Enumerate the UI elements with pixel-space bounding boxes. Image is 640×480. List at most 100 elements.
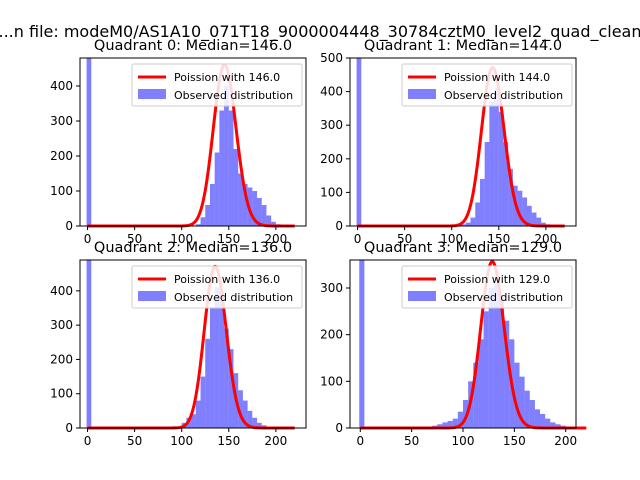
histogram-bar [483, 311, 489, 428]
y-tick-label: 0 [65, 421, 73, 435]
x-tick-label: 100 [170, 434, 193, 448]
legend-box [401, 265, 573, 309]
y-tick-label: 100 [320, 374, 343, 388]
histogram-bar [195, 400, 201, 428]
y-tick-label: 100 [50, 387, 73, 401]
observed-histogram [356, 58, 551, 227]
legend-box [131, 63, 303, 107]
histogram-bar [540, 414, 546, 428]
histogram-bar [463, 400, 469, 428]
subplot-quadrant-1: Quadrant 1: Median=144.0 0 50 100 150 200 0 100… [320, 38, 577, 246]
y-tick-label: 300 [50, 114, 73, 128]
x-tick-label: 0 [354, 232, 362, 246]
histogram-bar [86, 260, 92, 428]
subplot-title: Quadrant 1: Median=144.0 [364, 38, 562, 54]
histogram-bar [498, 297, 505, 428]
histogram-bar [242, 184, 248, 226]
histogram-bar [247, 410, 253, 428]
y-tick-label: 400 [50, 79, 73, 93]
histogram-bar [479, 178, 485, 226]
legend-poisson-label: Poission with 144.0 [444, 71, 550, 84]
histogram-bar [233, 149, 239, 226]
y-tick-label: 200 [320, 328, 343, 342]
histogram-bar [359, 260, 365, 428]
figure-suptitle: ...n file: modeM0/AS1A10_071T18_90000044… [0, 22, 640, 42]
histogram-bar [508, 168, 513, 226]
histogram-bar [228, 349, 234, 428]
histogram-bar [356, 58, 362, 226]
histogram-bar [517, 190, 523, 226]
legend-observed-label: Observed distribution [444, 89, 563, 102]
subplot-quadrant-0: Quadrant 0: Median=146.0 0 50 100 150 200 0 100… [50, 38, 307, 246]
legend-observed-swatch [408, 89, 436, 99]
legend-observed-label: Observed distribution [174, 89, 293, 102]
x-tick-label: 200 [264, 434, 287, 448]
x-tick-label: 0 [84, 434, 92, 448]
histogram-bar [214, 152, 220, 226]
histogram-bar [257, 422, 262, 428]
histogram-bar [261, 205, 267, 226]
histogram-bar [214, 287, 220, 428]
y-tick-label: 0 [335, 219, 343, 233]
histogram-bar [457, 411, 463, 428]
histogram-bar [209, 184, 215, 226]
histogram-bar [452, 418, 458, 428]
subplot-title: Quadrant 3: Median=129.0 [364, 240, 562, 256]
histogram-bar [522, 197, 528, 226]
y-tick-label: 0 [335, 421, 343, 435]
histogram-bar [228, 110, 234, 226]
axes-frame [79, 57, 307, 227]
legend-box [131, 265, 303, 309]
histogram-bar [550, 422, 556, 428]
histogram-bar [524, 390, 530, 428]
subplot-title: Quadrant 0: Median=146.0 [94, 38, 292, 54]
histogram-bar [494, 88, 499, 227]
histogram-bar [437, 424, 443, 428]
histogram-bar [514, 362, 520, 428]
histogram-bar [86, 58, 92, 226]
legend-poisson-label: Poission with 136.0 [174, 273, 280, 286]
legend-observed-label: Observed distribution [174, 291, 293, 304]
histogram-bar [478, 339, 484, 428]
legend-observed-swatch [138, 291, 166, 301]
histogram-bar [191, 414, 196, 428]
histogram-bar [219, 290, 225, 428]
x-tick-label: 50 [127, 232, 142, 246]
legend: Poission with 146.0 Observed distribution [131, 63, 303, 107]
observed-histogram [86, 260, 281, 428]
histogram-bar [498, 111, 504, 226]
histogram-bar [504, 320, 510, 428]
y-tick-label: 400 [50, 284, 73, 298]
x-tick-label: 150 [217, 434, 240, 448]
y-tick-label: 200 [320, 152, 343, 166]
x-tick-label: 50 [404, 434, 419, 448]
subplot-title: Quadrant 2: Median=136.0 [94, 240, 292, 256]
histogram-bar [489, 101, 495, 226]
histogram-bar [238, 390, 243, 428]
legend-observed-swatch [408, 291, 436, 301]
x-tick-label: 150 [217, 232, 240, 246]
histogram-bar [209, 308, 215, 428]
x-tick-label: 100 [170, 232, 193, 246]
histogram-bar [257, 198, 262, 226]
histogram-bar [545, 418, 551, 428]
subplot-quadrant-2: Quadrant 2: Median=136.0 0 50 100 150 200 0 100… [50, 240, 307, 448]
x-tick-label: 50 [397, 232, 412, 246]
histogram-bar [271, 221, 276, 226]
histogram-bar [266, 215, 272, 226]
x-tick-label: 200 [534, 232, 557, 246]
histogram-bar [536, 217, 542, 226]
histogram-bar [465, 222, 471, 226]
histogram-bar [527, 205, 532, 226]
histogram-bar [488, 288, 494, 428]
x-tick-label: 0 [356, 434, 364, 448]
histogram-bar [252, 191, 258, 226]
y-tick-label: 500 [320, 51, 343, 65]
x-tick-label: 100 [452, 434, 475, 448]
histogram-bar [484, 142, 490, 226]
histogram-bar [534, 409, 541, 428]
histogram-bar [195, 224, 201, 226]
legend: Poission with 144.0 Observed distribution [401, 63, 573, 107]
histogram-bar [493, 283, 499, 428]
histogram-bar [242, 400, 248, 428]
